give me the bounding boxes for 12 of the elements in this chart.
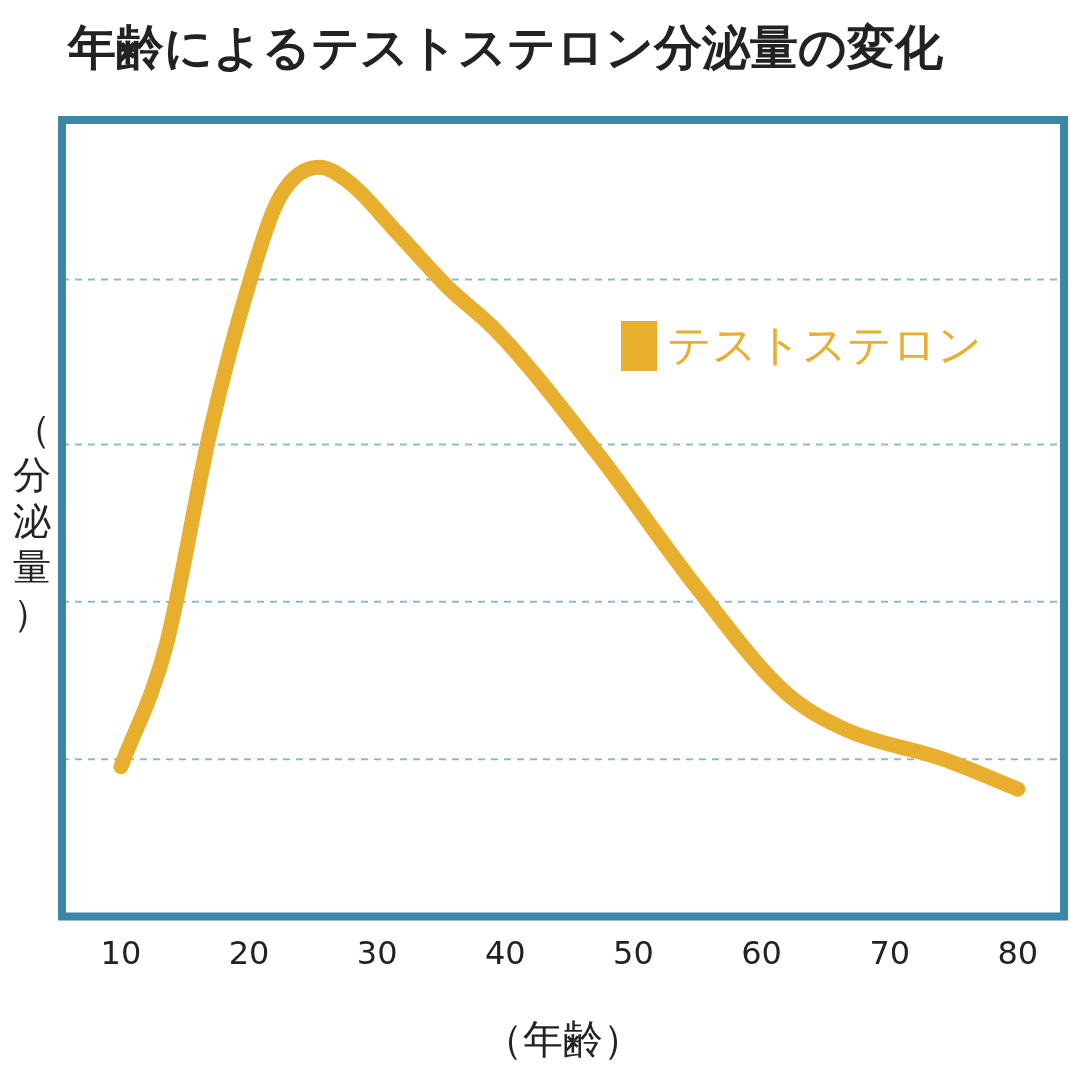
- x-tick-label: 20: [228, 934, 270, 973]
- x-axis-title: （年齢）: [483, 1016, 643, 1063]
- x-tick-label: 60: [741, 934, 782, 973]
- x-tick-label: 80: [997, 934, 1039, 973]
- x-tick-label: 50: [613, 934, 654, 973]
- x-tick-label: 70: [869, 934, 911, 973]
- y-axis-title: （分泌量）: [12, 406, 52, 636]
- x-tick-label: 30: [356, 934, 398, 973]
- legend-label: テストステロン: [667, 318, 982, 372]
- x-tick-label: 10: [100, 934, 142, 973]
- x-tick-label: 40: [484, 934, 526, 973]
- chart-title: 年齢によるテストステロン分泌量の変化: [66, 18, 944, 77]
